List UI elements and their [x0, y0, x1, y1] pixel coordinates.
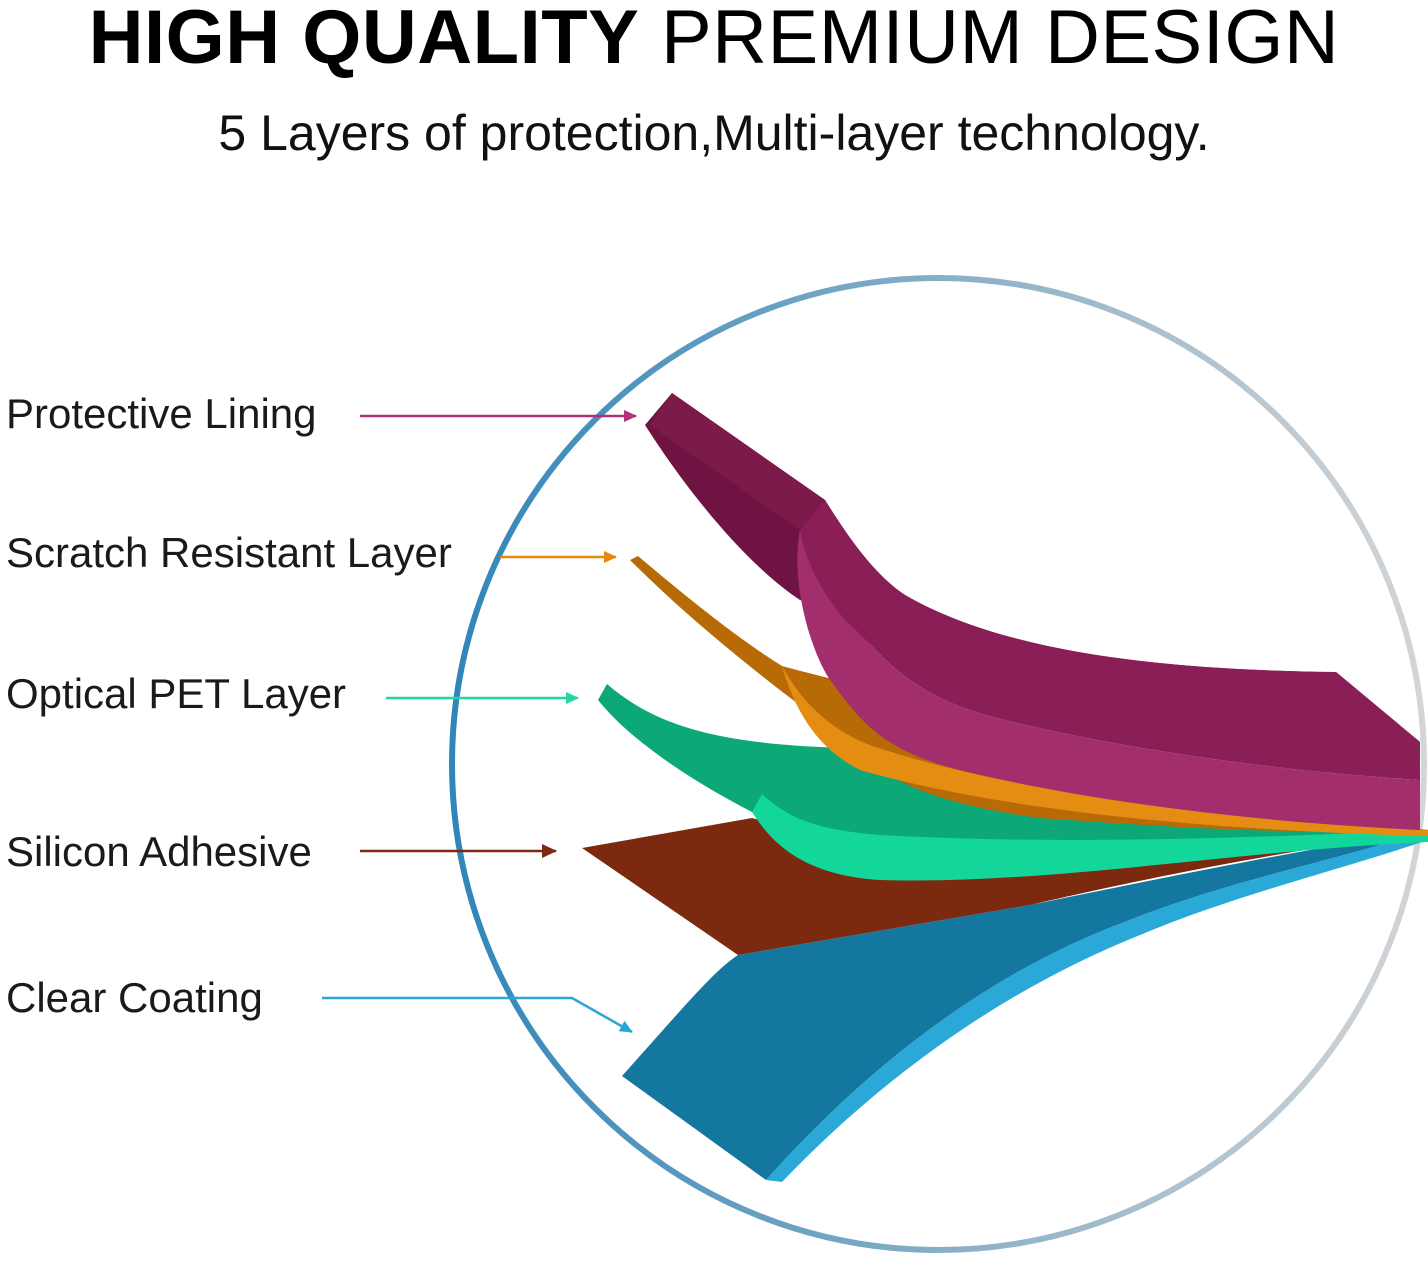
layer-clear-coating	[622, 830, 1428, 1182]
label-clear-coating: Clear Coating	[6, 974, 263, 1021]
magnifier-circle	[449, 275, 1427, 1253]
title-bold: HIGH QUALITY	[88, 0, 640, 80]
page-title: HIGH QUALITY PREMIUM DESIGN	[0, 0, 1428, 76]
subtitle: 5 Layers of protection,Multi-layer techn…	[218, 105, 1210, 161]
title-light: PREMIUM DESIGN	[660, 0, 1340, 80]
label-optical-pet: Optical PET Layer	[6, 670, 346, 717]
label-protective-lining: Protective Lining	[6, 390, 317, 437]
label-scratch-resistant: Scratch Resistant Layer	[6, 529, 452, 576]
label-silicon-adhesive: Silicon Adhesive	[6, 828, 312, 875]
arrow-clear-coating	[322, 996, 633, 1034]
layer-protective-lining	[645, 393, 1420, 830]
